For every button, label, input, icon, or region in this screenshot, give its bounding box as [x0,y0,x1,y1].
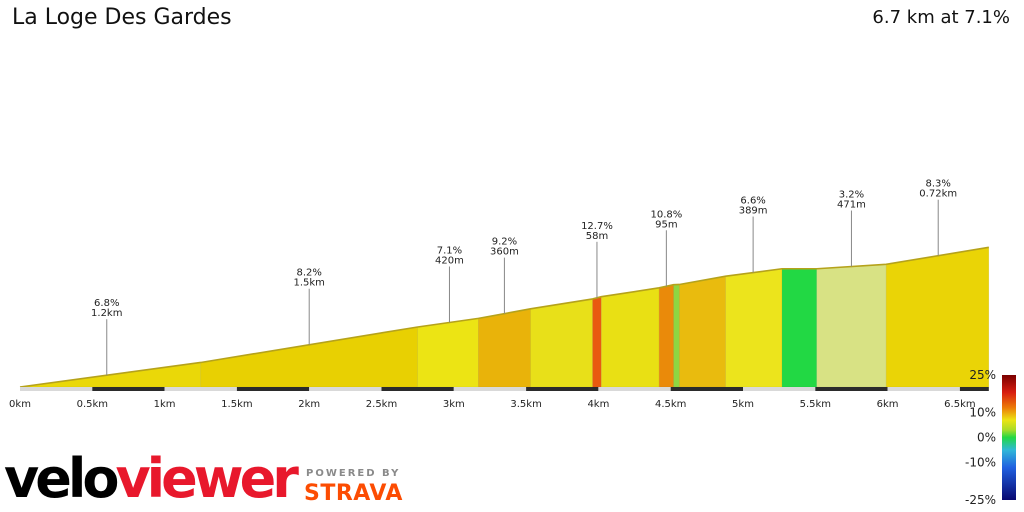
legend-label: 10% [969,406,996,420]
x-tick-label: 2.5km [366,399,397,410]
x-tick-label: 5km [732,399,754,410]
axis-band [92,387,165,391]
x-tick-label: 5.5km [800,399,831,410]
x-tick-label: 2km [298,399,320,410]
axis-band [815,387,888,391]
annotation-length: 389m [739,206,768,217]
axis-band [743,387,816,391]
axis-band [670,387,743,391]
distance-axis: 0km 0.5km 1km 1.5km 2km 2.5km 3km 3.5km 4km 4.5km… [9,387,989,410]
profile-outline [19,246,989,388]
axis-band [887,387,960,391]
axis-band [164,387,237,391]
profile-segment [417,318,479,388]
profile-segment [592,296,602,388]
segment-annotations: 6.8%1.2km 8.2%1.5km 7.1%420m 9.2%360m 12.7%5… [91,179,957,376]
profile-segment [679,275,726,388]
profile-top-line [19,246,989,388]
x-tick-label: 4.5km [655,399,686,410]
annotation-gradient: 8.2% [296,268,321,279]
annotation-length: 1.2km [91,308,122,319]
axis-band [526,387,599,391]
axis-band [453,387,527,391]
x-tick-label: 6km [877,399,899,410]
profile-segment [725,268,783,388]
x-tick-label: 3km [443,399,465,410]
axis-band [598,387,671,391]
x-tick-label: 1km [154,399,176,410]
legend-label: 25% [969,368,996,382]
annotation-length: 420m [435,255,464,266]
climb-summary: 6.7 km at 7.1% [872,7,1010,28]
axis-band [959,387,989,391]
profile-segment [781,268,818,388]
annotation-length: 58m [586,231,608,242]
profile-segment [885,246,990,388]
annotation-gradient: 6.6% [740,196,765,207]
strava-logo[interactable]: STRAVA [304,481,403,506]
legend-label: -10% [965,456,996,470]
annotation-gradient: 12.7% [581,221,613,232]
powered-by-label: POWERED BY [306,468,401,479]
annotation-gradient: 9.2% [492,237,517,248]
x-tick-label: 4km [587,399,609,410]
annotation-length: 95m [655,219,677,230]
annotation-gradient: 6.8% [94,298,119,309]
x-tick-label: 1.5km [221,399,252,410]
annotation-gradient: 10.8% [650,209,682,220]
profile-segment [478,308,531,388]
profile-segment [658,284,674,388]
profile-segment [673,284,680,388]
annotation-length: 0.72km [919,189,957,200]
axis-band [309,387,382,391]
axis-band [381,387,454,391]
profile-segment [600,287,660,388]
legend-label: -25% [965,493,996,507]
annotation-gradient: 8.3% [926,179,951,190]
x-tick-label: 6.5km [944,399,975,410]
axis-band [20,387,93,391]
annotation-length: 1.5km [293,278,324,289]
profile-segment [530,298,593,388]
annotation-length: 471m [837,200,866,211]
gradient-legend: 25% 10% 0% -10% -25% [965,368,1016,507]
veloviewer-logo[interactable]: veloviewer [4,447,299,510]
legend-color-bar [1002,375,1016,500]
x-tick-label: 0.5km [77,399,108,410]
profile-segment [816,264,887,388]
legend-label: 0% [977,431,996,445]
axis-band [236,387,310,391]
x-tick-label: 3.5km [510,399,541,410]
climb-title: La Loge Des Gardes [12,5,232,30]
annotation-gradient: 7.1% [437,245,462,256]
annotation-gradient: 3.2% [839,190,864,201]
x-tick-label: 0km [9,399,31,410]
annotation-length: 360m [490,247,519,258]
